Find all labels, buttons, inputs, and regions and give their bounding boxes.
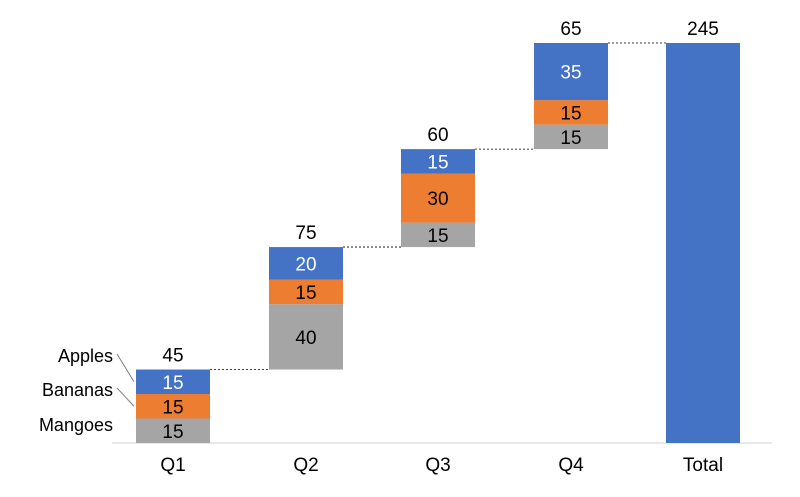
series-label-bananas: Bananas (42, 380, 113, 400)
bar-segment-mangoes-q2 (269, 304, 343, 370)
bars-group (136, 43, 740, 443)
bar-segment-mangoes-q4 (534, 124, 608, 150)
data-label-bananas-q3: 30 (427, 189, 448, 210)
bar-segment-mangoes-q1 (136, 418, 210, 443)
bar-segment-apples-q3 (401, 149, 475, 174)
total-label-q1: 45 (162, 346, 183, 367)
bar-segment-bananas-q1 (136, 394, 210, 419)
total-label-q3: 60 (427, 125, 448, 146)
total-label-q2: 75 (295, 223, 316, 244)
bar-segment-bananas-q4 (534, 100, 608, 125)
data-label-apples-q2: 20 (295, 254, 316, 275)
data-label-bananas-q2: 15 (295, 283, 316, 304)
x-tick-labels: Q1 Q2 Q3 Q4 Total (160, 455, 723, 476)
data-label-bananas-q1: 15 (162, 397, 183, 418)
bar-segment-bananas-q2 (269, 279, 343, 305)
x-tick-q3: Q3 (425, 455, 450, 476)
x-tick-q1: Q1 (160, 455, 185, 476)
connector-lines (210, 42, 666, 370)
data-label-mangoes-q3: 15 (427, 226, 448, 247)
bar-segment-apples-q4 (534, 43, 608, 101)
data-label-bananas-q4: 15 (560, 103, 581, 124)
bar-total (666, 43, 740, 443)
data-label-apples-q4: 35 (560, 63, 581, 84)
series-labels: Mangoes Bananas Apples (39, 346, 135, 435)
bar-segment-mangoes-q3 (401, 222, 475, 248)
series-label-apples: Apples (58, 346, 113, 366)
bar-segment-bananas-q3 (401, 173, 475, 223)
series-label-mangoes: Mangoes (39, 415, 113, 435)
x-tick-total: Total (683, 455, 723, 476)
data-label-apples-q1: 15 (162, 373, 183, 394)
bar-segment-apples-q1 (136, 369, 210, 395)
leader-line-apples (116, 353, 135, 383)
x-tick-q2: Q2 (293, 455, 318, 476)
data-labels: 15 15 15 45 40 15 20 75 15 30 15 60 15 15 35 65 245 (162, 19, 718, 443)
leader-line-bananas (116, 387, 135, 407)
data-label-apples-q3: 15 (427, 152, 448, 173)
x-tick-q4: Q4 (558, 455, 584, 476)
total-label-total: 245 (687, 19, 719, 40)
total-label-q4: 65 (560, 19, 581, 40)
data-label-mangoes-q1: 15 (162, 422, 183, 443)
data-label-mangoes-q4: 15 (560, 128, 581, 149)
data-label-mangoes-q2: 40 (295, 328, 316, 349)
bar-segment-apples-q2 (269, 247, 343, 280)
